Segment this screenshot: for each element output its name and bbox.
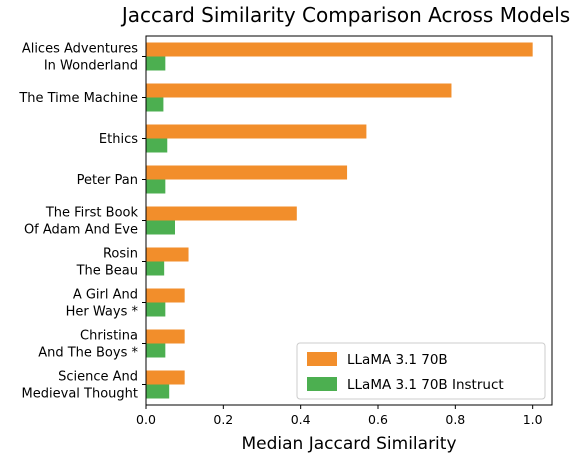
bar-llama-instruct-7 [146,343,166,358]
bar-llama-instruct-2 [146,138,168,153]
y-axis: Alices Adventures In Wonderland The Time M… [18,42,146,402]
bar-llama-base-0 [146,42,533,57]
legend-swatch-llama-base [307,352,337,366]
category-label-0: Alices Adventures In Wonderland [22,42,138,74]
bar-llama-base-8 [146,370,185,385]
x-tick-label-5: 1.0 [523,412,543,427]
category-label-4: The First Book Of Adam And Eve [24,206,139,238]
x-axis-label: Median Jaccard Similarity [241,434,456,454]
bar-llama-base-3 [146,165,348,180]
bar-llama-instruct-0 [146,56,166,71]
x-tick-label-4: 0.8 [445,412,465,427]
category-label-8: Science And Medieval Thought [22,370,138,402]
category-label-1: The Time Machine [18,91,138,106]
legend-box [296,342,546,400]
bar-llama-instruct-1 [146,97,164,112]
category-label-3: Peter Pan [77,173,138,188]
bars-layer [146,42,533,399]
legend: LLaMA 3.1 70B LLaMA 3.1 70B Instruct [296,342,546,400]
legend-label-llama-base: LLaMA 3.1 70B [347,352,448,368]
bar-llama-instruct-5 [146,261,165,276]
legend-swatch-llama-instruct [307,377,337,391]
bar-llama-base-2 [146,124,367,139]
bar-llama-instruct-8 [146,384,170,399]
category-label-7: Christina And The Boys * [38,329,138,361]
x-axis: 0.0 0.2 0.4 0.6 0.8 1.0 [136,405,543,427]
legend-label-llama-instruct: LLaMA 3.1 70B Instruct [347,377,504,393]
bar-llama-instruct-3 [146,179,166,194]
category-label-5: Rosin The Beau [76,247,138,279]
bar-llama-base-1 [146,83,452,98]
category-label-6: A Girl And Her Ways * [66,288,139,320]
x-tick-label-2: 0.4 [291,412,311,427]
bar-llama-base-7 [146,329,185,344]
bar-llama-instruct-6 [146,302,166,317]
x-tick-label-3: 0.6 [368,412,388,427]
bar-llama-instruct-4 [146,220,175,235]
x-tick-label-0: 0.0 [136,412,156,427]
chart-title: Jaccard Similarity Comparison Across Mod… [120,3,570,27]
category-label-2: Ethics [99,132,138,147]
bar-llama-base-4 [146,206,297,221]
x-tick-label-1: 0.2 [213,412,233,427]
bar-llama-base-5 [146,247,189,262]
bar-llama-base-6 [146,288,185,303]
